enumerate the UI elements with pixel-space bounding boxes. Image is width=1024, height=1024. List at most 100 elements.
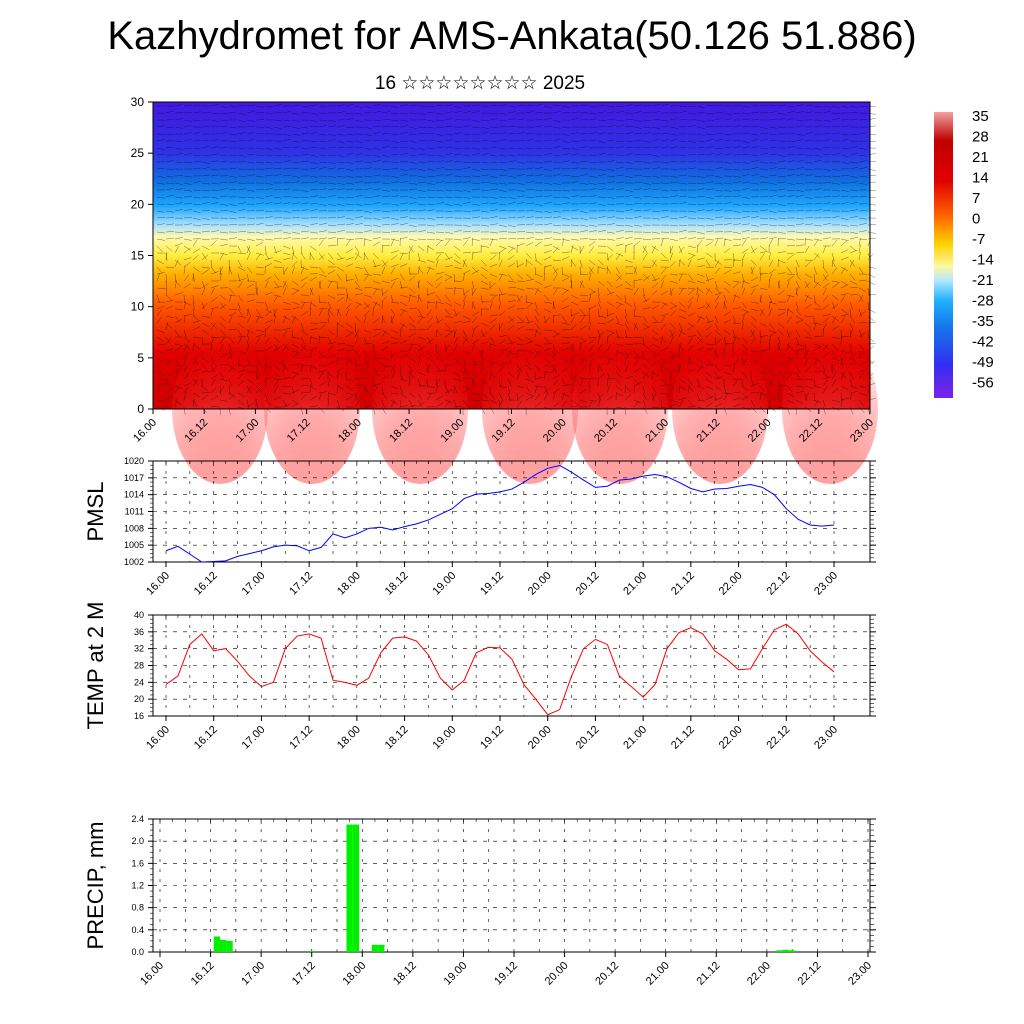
wind-barb: [345, 343, 354, 348]
wind-barb: [534, 203, 543, 206]
wind-barb: [219, 125, 228, 128]
wind-barb: [570, 357, 574, 366]
wind-barb: [750, 111, 759, 114]
wind-barb: [624, 224, 633, 227]
wind-barb: [498, 322, 501, 331]
wind-barb: [570, 259, 573, 268]
wind-barb: [408, 161, 417, 164]
x-tick-label: 19.12: [492, 960, 520, 988]
wind-barb: [597, 188, 606, 191]
wind-barb: [309, 266, 318, 268]
wind-barb: [192, 248, 200, 254]
wind-barb: [246, 154, 255, 156]
wind-barb: [309, 161, 318, 164]
wind-barb: [723, 153, 732, 156]
wind-barb: [462, 399, 469, 407]
wind-barb: [534, 111, 543, 114]
wind-barb: [192, 238, 201, 240]
wind-barb: [696, 287, 704, 294]
colorbar-label: 7: [972, 190, 980, 207]
wind-barb: [192, 217, 201, 221]
wind-barb: [651, 154, 660, 157]
wind-barb: [498, 287, 503, 296]
wind-barb: [642, 372, 648, 380]
wind-barb: [759, 175, 768, 178]
wind-barb: [453, 153, 462, 156]
wind-barb: [318, 364, 327, 366]
wind-barb: [759, 335, 768, 338]
wind-barb: [390, 119, 399, 122]
wind-barb: [399, 125, 408, 128]
wind-barb: [444, 160, 453, 163]
wind-barb: [462, 259, 466, 268]
wind-barb: [759, 132, 768, 135]
wind-barb: [228, 223, 237, 226]
wind-barb: [228, 203, 237, 207]
wind-barb: [498, 231, 507, 233]
wind-barb: [660, 399, 662, 408]
wind-barb: [669, 138, 678, 142]
wind-barb: [183, 124, 192, 128]
wind-barb: [651, 282, 659, 289]
wind-barb: [507, 392, 511, 401]
wind-barb: [570, 294, 579, 299]
wind-barb: [768, 139, 777, 142]
wind-barb: [597, 355, 606, 359]
wind-barb: [858, 350, 864, 359]
wind-barb: [318, 372, 324, 380]
wind-barb: [858, 392, 867, 396]
wind-barb: [597, 364, 600, 373]
wind-barb: [822, 105, 831, 108]
wind-barb: [228, 351, 234, 359]
wind-barb: [669, 118, 678, 121]
wind-barb: [543, 168, 552, 171]
wind-barb: [480, 119, 489, 121]
wind-barb: [408, 364, 413, 373]
wind-barb: [570, 315, 575, 324]
wind-barb: [435, 385, 438, 394]
wind-barb: [390, 399, 396, 408]
wind-barb: [777, 353, 785, 359]
wind-barb: [336, 104, 345, 107]
wind-barb: [336, 371, 340, 380]
wind-barb: [462, 269, 471, 275]
wind-barb: [399, 216, 408, 219]
wind-barb: [534, 401, 542, 408]
wind-barb: [210, 230, 219, 233]
wind-barb: [831, 357, 840, 361]
wind-barb: [417, 266, 420, 275]
wind-barb: [444, 168, 453, 171]
wind-barb: [201, 245, 210, 250]
wind-barb: [462, 125, 471, 128]
wind-barb: [489, 196, 498, 199]
wind-barb: [669, 245, 672, 254]
wind-barb: [552, 402, 560, 408]
wind-barb: [606, 196, 615, 199]
wind-barb: [210, 306, 219, 310]
wind-barb: [669, 189, 678, 191]
wind-barb: [174, 364, 183, 367]
wind-barb: [408, 266, 411, 275]
wind-barb: [264, 245, 267, 254]
wind-barb: [471, 147, 480, 150]
wind-barb: [390, 140, 399, 143]
wind-barb: [759, 189, 768, 191]
wind-barb: [264, 399, 272, 406]
wind-barb: [390, 301, 399, 304]
wind-barb: [183, 283, 191, 289]
wind-barb: [606, 181, 615, 184]
wind-barb: [696, 265, 705, 268]
wind-barb: [327, 301, 332, 310]
wind-barb: [768, 378, 773, 387]
wind-barb: [777, 290, 785, 296]
wind-barb: [579, 168, 588, 170]
wind-barb: [669, 273, 678, 276]
wind-barb: [390, 342, 399, 345]
wind-barb: [831, 387, 839, 394]
wind-barb: [408, 238, 417, 241]
wind-barb: [507, 317, 515, 324]
wind-barb: [669, 399, 678, 403]
wind-barb: [660, 274, 667, 282]
wind-barb: [489, 318, 497, 324]
wind-barb: [354, 384, 363, 387]
